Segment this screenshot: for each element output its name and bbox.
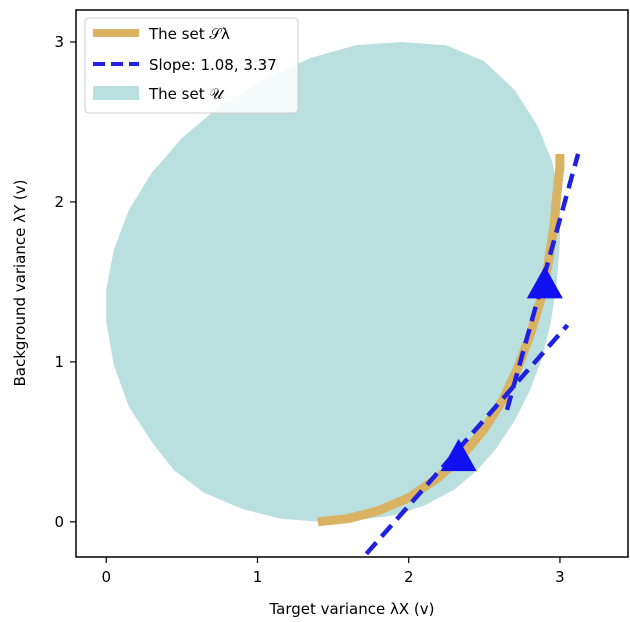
legend: The set 𝒮λ Slope: 1.08, 3.37 The set 𝒰 [84,17,299,114]
x-tick-label: 1 [253,568,263,586]
triangle-marker-0 [440,438,477,472]
tangent-line-3 [504,153,581,411]
x-tick-label: 0 [101,568,111,586]
y-tick-label: 1 [54,353,64,371]
y-tick-label: 2 [54,193,64,211]
x-tick-label: 2 [404,568,414,586]
x-tick-label: 3 [555,568,565,586]
legend-swatch-set-u [93,86,139,100]
triangle-marker-1 [526,266,563,299]
tangent-line-2 [364,323,570,556]
legend-label-set-u: The set 𝒰 [148,85,225,103]
axis-ticks: 0 1 2 3 0 1 2 3 [54,33,564,586]
legend-label-set-s: The set 𝒮λ [148,25,230,43]
plot-frame [75,9,629,558]
y-tick-label: 3 [54,33,64,51]
y-tick-label: 0 [54,513,64,531]
curve-set-s [317,153,565,527]
plot-data [106,42,581,556]
y-axis-label: Background variance λY (v) [11,180,29,387]
region-set-u [106,42,560,522]
x-axis-label: Target variance λX (v) [268,600,434,618]
legend-label-slope: Slope: 1.08, 3.37 [149,56,277,74]
